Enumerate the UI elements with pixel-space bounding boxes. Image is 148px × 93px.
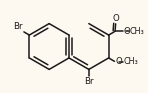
Text: Br: Br xyxy=(14,22,23,31)
Text: Br: Br xyxy=(84,77,94,86)
Text: CH₃: CH₃ xyxy=(130,27,144,36)
Text: CH₃: CH₃ xyxy=(123,57,138,66)
Text: O: O xyxy=(112,14,119,23)
Text: O: O xyxy=(115,57,122,66)
Text: O: O xyxy=(124,27,131,36)
